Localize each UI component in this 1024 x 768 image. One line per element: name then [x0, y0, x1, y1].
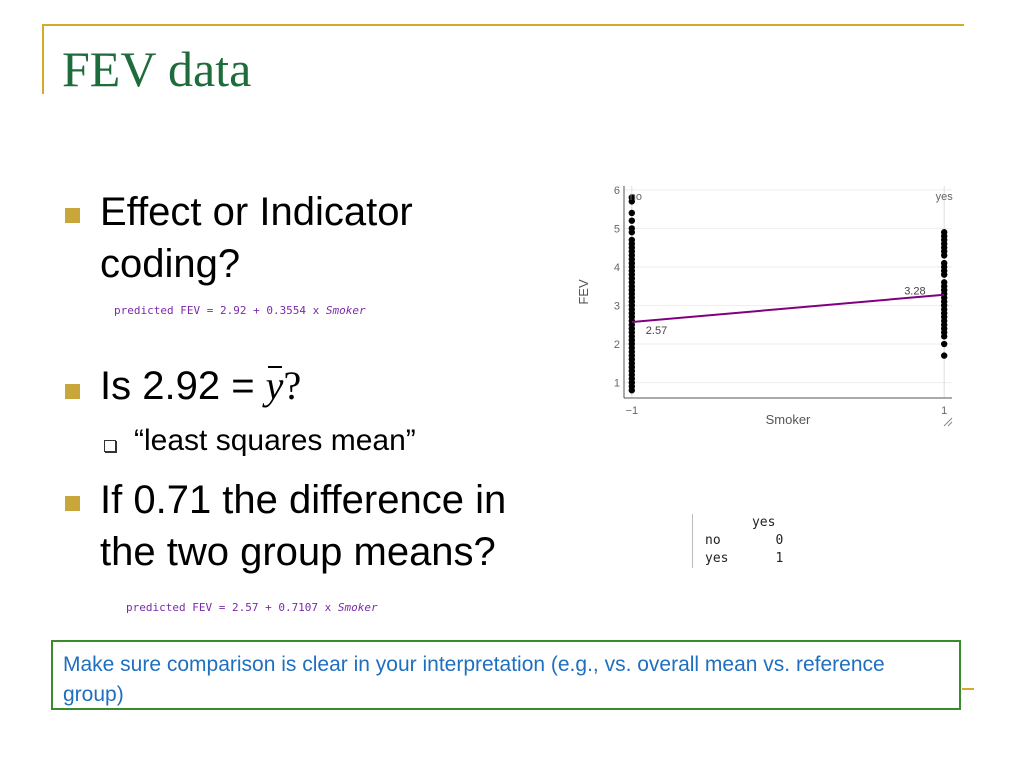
bullet-line: the two group means? — [100, 530, 496, 574]
table-cell: 0 — [775, 533, 784, 548]
chart-labels: 1 2 3 4 5 6 −1 no 1 yes 2.57 3.28 — [614, 185, 953, 417]
y-tick-label: 5 — [614, 223, 620, 235]
y-axis-title: FEV — [576, 279, 591, 305]
y-tick-label: 6 — [614, 185, 620, 197]
data-point — [628, 209, 636, 217]
equation-effect: predicted FEV = 2.92 + 0.3554 x Smoker — [114, 304, 366, 317]
data-point — [628, 387, 636, 394]
data-point — [940, 252, 948, 259]
x-axis-title: Smoker — [766, 412, 811, 427]
data-point — [940, 271, 948, 278]
title-top-rule — [42, 24, 964, 26]
equation-text: predicted FEV = 2.57 + 0.7107 x — [126, 601, 338, 614]
y-tick-label: 4 — [614, 262, 620, 274]
data-point — [628, 198, 636, 205]
bullet-line: coding? — [100, 242, 241, 286]
bullet-effect-coding: Effect or Indicator coding? — [100, 186, 413, 290]
data-point — [940, 333, 948, 340]
bullet-mean-question: Is 2.92 = y? — [100, 360, 301, 412]
y-tick-label: 3 — [614, 300, 620, 312]
callout-tail-rule — [962, 688, 974, 690]
table-header: yes — [705, 514, 783, 532]
bullet-marker — [65, 384, 80, 399]
chart-fit-line — [631, 293, 945, 324]
table-row: no 0 — [705, 532, 783, 550]
fev-scatter-chart: 1 2 3 4 5 6 −1 no 1 yes 2.57 3.28 Smoker FEV — [576, 185, 953, 427]
interpretation-callout: Make sure comparison is clear in your in… — [51, 640, 961, 710]
y-bar-symbol: y — [266, 360, 284, 412]
bullet-line: If 0.71 the difference in — [100, 478, 507, 522]
coding-table: yes no 0 yes 1 — [692, 514, 783, 568]
bullet-marker — [65, 208, 80, 223]
table-header-cell: yes — [751, 515, 776, 530]
table-row-label: yes — [705, 551, 729, 566]
data-point — [940, 340, 948, 348]
bullet-line: Effect or Indicator — [100, 190, 413, 234]
fit-value-label: 3.28 — [904, 286, 925, 298]
question-mark: ? — [283, 363, 302, 408]
resize-handle-icon[interactable] — [943, 417, 953, 427]
equation-indicator: predicted FEV = 2.57 + 0.7107 x Smoker — [126, 601, 378, 614]
table-cell: 1 — [775, 551, 784, 566]
bullet-difference: If 0.71 the difference in the two group … — [100, 474, 506, 578]
chart-points — [628, 194, 948, 394]
data-point — [628, 217, 636, 224]
table-row-label: no — [705, 533, 721, 548]
title-left-rule — [42, 24, 44, 94]
bullet-marker — [65, 496, 80, 511]
x-tick-label: −1 — [626, 405, 639, 417]
chart-gridlines — [624, 186, 952, 398]
group-label: yes — [936, 191, 954, 203]
table-row: yes 1 — [705, 550, 783, 568]
group-label: no — [630, 191, 642, 203]
sub-bullet-marker — [104, 440, 116, 452]
slide-title: FEV data — [62, 41, 252, 97]
data-point — [628, 229, 636, 236]
equation-variable: Smoker — [337, 601, 378, 614]
equation-text: predicted FEV = 2.92 + 0.3554 x — [114, 304, 326, 317]
data-point — [940, 352, 948, 359]
x-tick-label: 1 — [941, 405, 947, 417]
fit-line — [631, 293, 945, 324]
sub-bullet-lsmean: “least squares mean” — [134, 424, 416, 457]
fit-value-label: 2.57 — [646, 325, 667, 337]
y-tick-label: 1 — [614, 378, 620, 390]
equation-variable: Smoker — [325, 304, 366, 317]
y-tick-label: 2 — [614, 339, 620, 351]
bullet-text-prefix: Is 2.92 = — [100, 364, 266, 408]
